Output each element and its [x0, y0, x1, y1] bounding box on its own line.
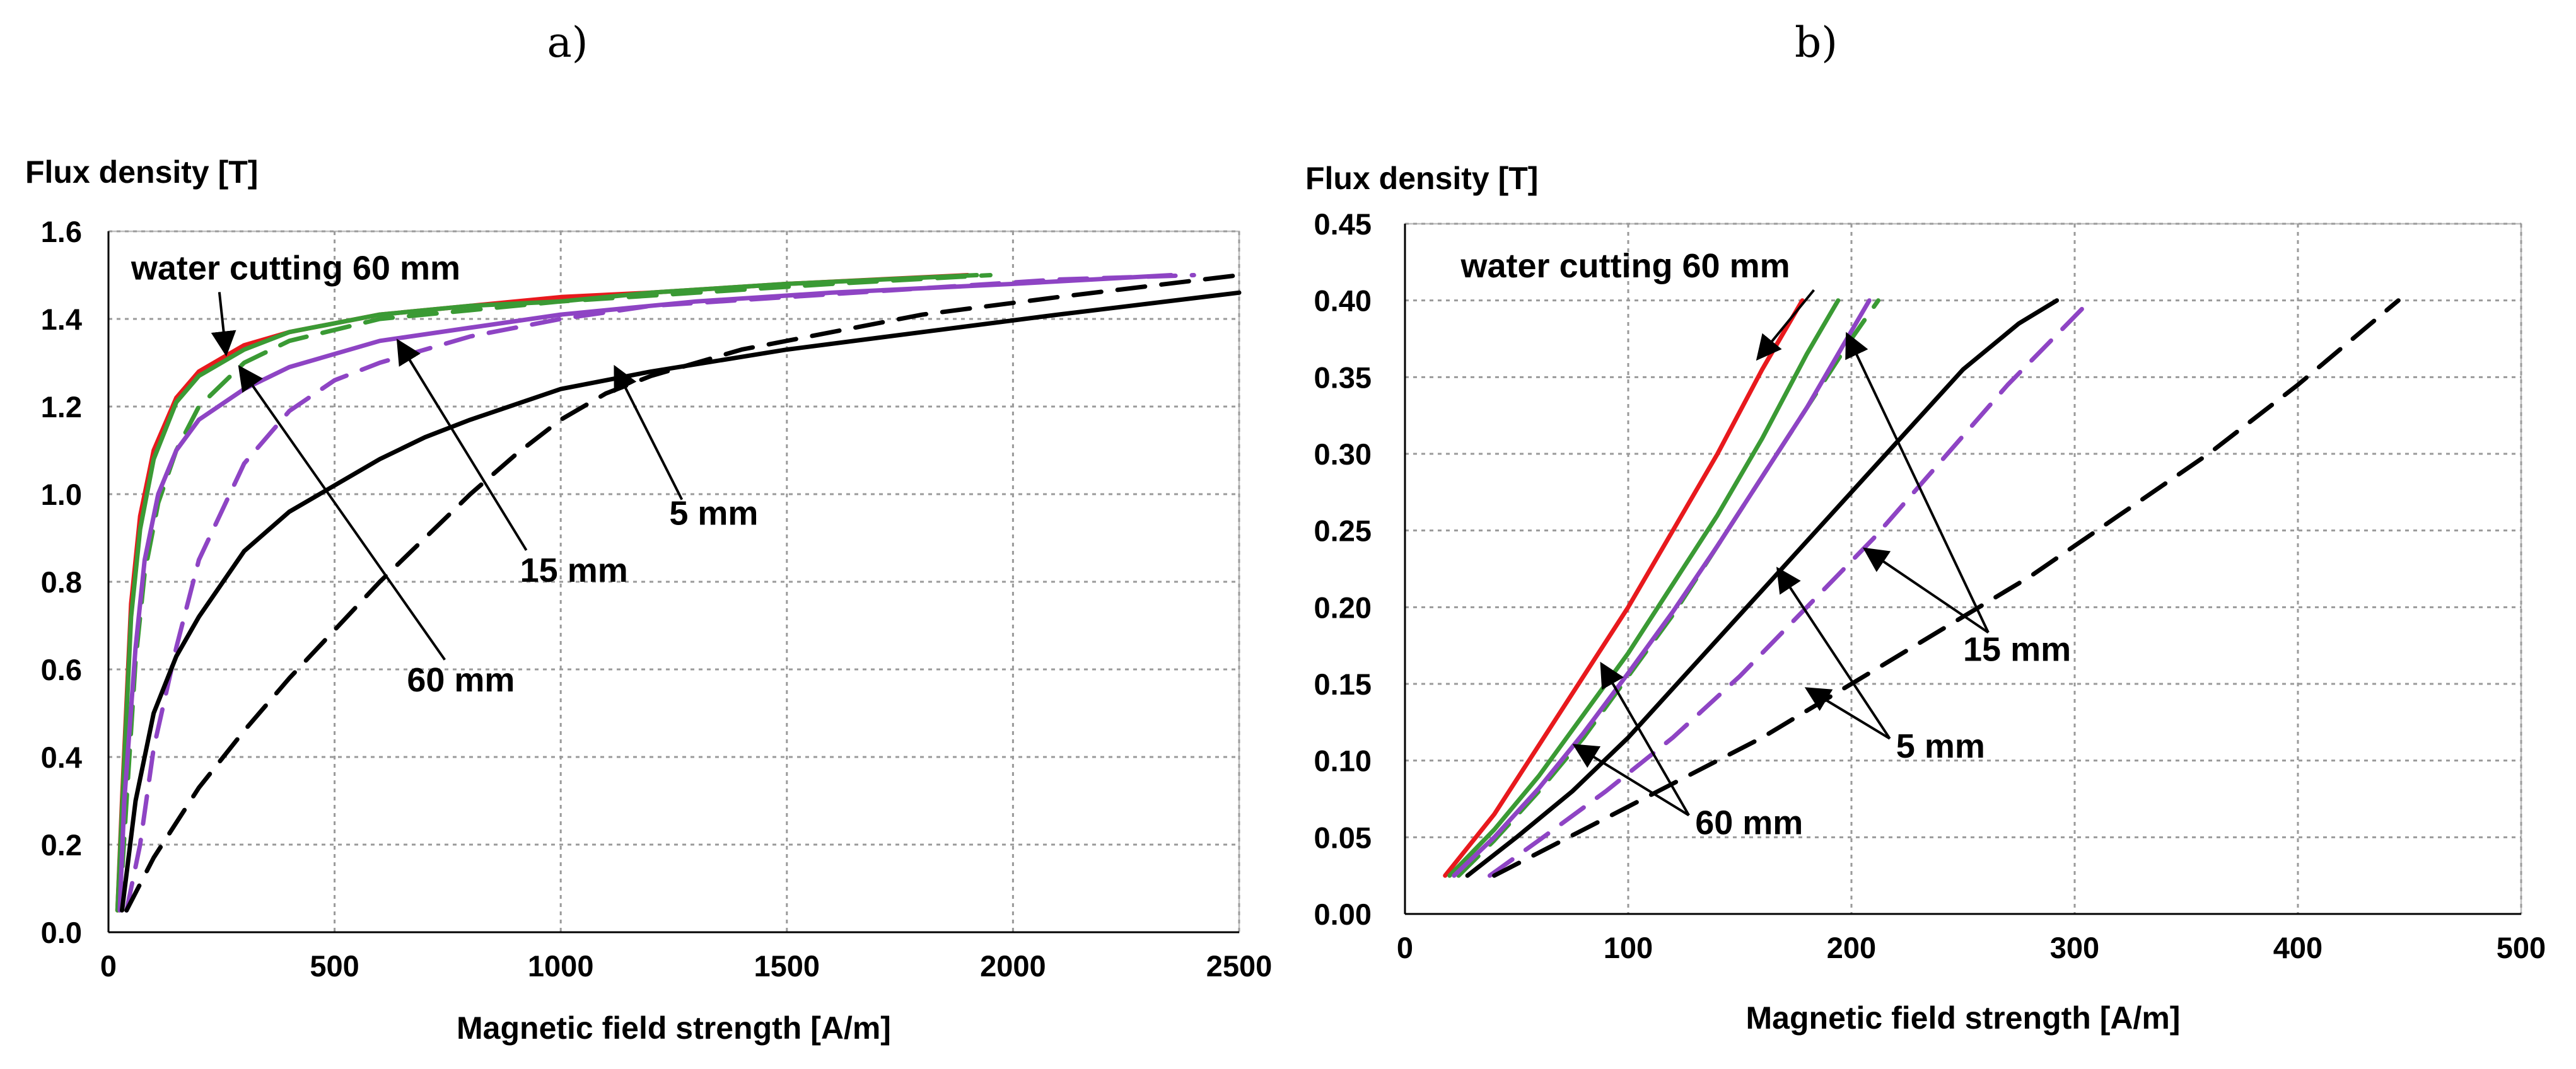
y-tick-label: 1.4	[41, 303, 82, 336]
series-line-black-dashed	[1492, 298, 2401, 878]
x-tick-label: 500	[2497, 931, 2546, 964]
annotation-arrow	[614, 364, 684, 500]
series-line-green-solid	[115, 273, 979, 913]
y-tick-label: 0.8	[41, 565, 82, 599]
annotation-arrow	[1862, 547, 1990, 634]
annotation-arrow	[1572, 744, 1690, 817]
y-axis-title: Flux density [T]	[1305, 161, 1538, 196]
x-tick-label: 2500	[1206, 949, 1273, 983]
y-axis-title: Flux density [T]	[25, 154, 258, 190]
annotation-arrow	[1756, 289, 1815, 361]
y-tick-label: 0.4	[41, 741, 82, 774]
y-tick-label: 0.20	[1314, 591, 1372, 624]
annotation-arrow	[238, 365, 446, 661]
annotation-label: water cutting 60 mm	[131, 249, 460, 287]
x-tick-label: 500	[310, 949, 359, 983]
y-tick-label: 1.0	[41, 478, 82, 511]
x-tick-label: 200	[1827, 931, 1876, 964]
y-tick-label: 0.45	[1314, 207, 1372, 241]
y-tick-label: 0.2	[41, 828, 82, 862]
annotation-label: 15 mm	[520, 552, 628, 589]
annotation-label: 5 mm	[1896, 727, 1985, 765]
annotation-arrow	[211, 292, 236, 357]
x-axis-title: Magnetic field strength [A/m]	[457, 1010, 891, 1046]
x-tick-label: 1000	[528, 949, 594, 983]
y-tick-label: 0.0	[41, 916, 82, 949]
annotation-arrow	[396, 338, 528, 552]
x-tick-label: 400	[2273, 931, 2322, 964]
y-tick-label: 0.25	[1314, 514, 1372, 548]
panel-label-a: a)	[547, 18, 588, 67]
series-line-red-solid	[1443, 298, 1805, 878]
annotation-label: water cutting 60 mm	[1460, 247, 1790, 285]
x-axis-title: Magnetic field strength [A/m]	[1746, 1000, 2181, 1036]
y-tick-label: 0.00	[1314, 898, 1372, 931]
x-tick-label: 1500	[754, 949, 820, 983]
annotation-label: 60 mm	[1695, 804, 1803, 841]
x-tick-label: 2000	[980, 949, 1046, 983]
series-line-red-solid	[115, 273, 970, 913]
annotation-label: 15 mm	[1963, 631, 2071, 669]
series-line-purple-solid	[1452, 298, 1872, 878]
y-tick-label: 1.2	[41, 390, 82, 424]
annotation-label: 5 mm	[669, 495, 758, 533]
plot-frame	[1404, 222, 2522, 915]
y-tick-label: 0.30	[1314, 437, 1372, 471]
series-line-black-dashed	[124, 273, 1242, 913]
y-tick-label: 0.40	[1314, 284, 1372, 318]
y-tick-label: 0.6	[41, 653, 82, 686]
panel-label-b: b)	[1795, 18, 1838, 67]
series-line-purple-dashed	[1488, 298, 2093, 878]
series-line-green-dashed	[117, 273, 993, 913]
annotation-arrow	[1804, 687, 1891, 740]
annotation-arrow	[1845, 332, 1990, 633]
x-tick-label: 0	[100, 949, 117, 983]
y-tick-label: 0.10	[1314, 744, 1372, 778]
chart-b-magnetization-curves-zoom: 0 100 200 300 400 500 0.00 0.05 0.10 0.15 0.20 0.25…	[1305, 161, 2546, 1036]
chart-a-magnetization-curves: 0 500 1000 1500 2000 2500 0.0 0.2 0.4 0.6 0.8 1.0 1.…	[25, 154, 1272, 1046]
annotation-arrow	[1600, 661, 1690, 816]
x-tick-label: 100	[1604, 931, 1653, 964]
series-line-green-solid	[1447, 298, 1841, 878]
x-tick-label: 300	[2050, 931, 2099, 964]
series-line-black-solid	[120, 290, 1242, 913]
y-tick-label: 0.35	[1314, 361, 1372, 394]
annotation-label: 60 mm	[407, 661, 515, 699]
y-tick-label: 0.15	[1314, 667, 1372, 701]
series-line-black-solid	[1465, 298, 2060, 878]
y-tick-label: 1.6	[41, 215, 82, 248]
annotation-arrow	[1776, 567, 1891, 739]
x-tick-label: 0	[1397, 931, 1413, 964]
y-tick-label: 0.05	[1314, 821, 1372, 854]
series-line-purple-dashed	[124, 273, 1196, 913]
